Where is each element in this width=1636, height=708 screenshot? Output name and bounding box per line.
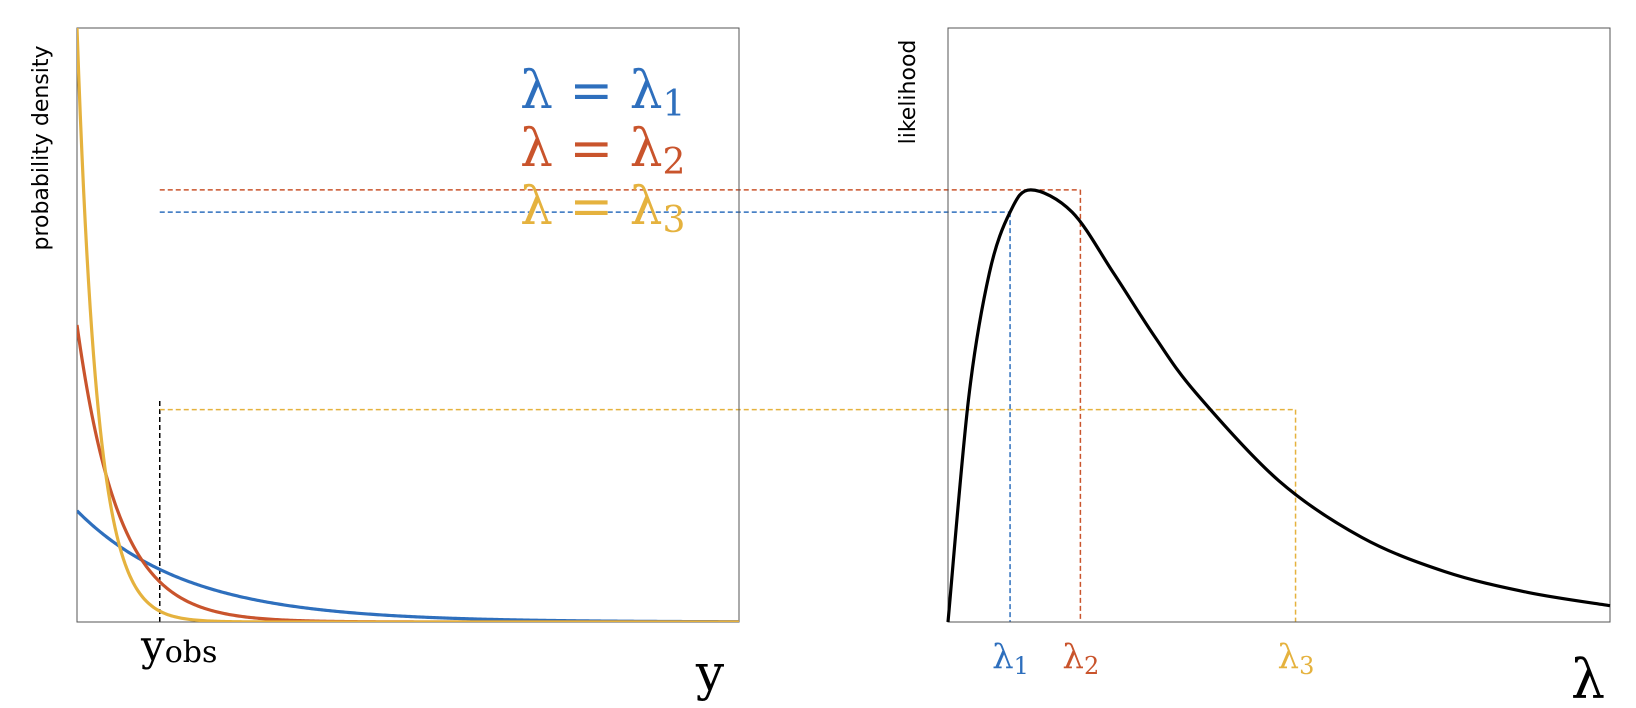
lambda-tick-2: λ2: [1062, 637, 1099, 680]
legend-entry-1: λ = λ1: [520, 61, 685, 125]
guide-lines: [159, 189, 1297, 622]
lambda-tick-labels: λ1 λ2 λ3: [992, 637, 1314, 680]
lambda-tick-1: λ1: [992, 637, 1029, 680]
legend-entry-2: λ = λ2: [520, 119, 685, 183]
density-x-axis-label: y: [695, 644, 725, 702]
y-obs-label: yobs: [140, 621, 217, 670]
legend-entry-3: λ = λ3: [520, 177, 685, 241]
likelihood-x-axis-label: λ: [1571, 648, 1605, 708]
lambda-tick-3: λ3: [1278, 637, 1315, 680]
likelihood-plot-frame: [947, 27, 1611, 623]
density-curve-1: [77, 509, 739, 622]
likelihood-curve-group: [946, 188, 1611, 623]
likelihood-y-axis-label: likelihood: [896, 40, 921, 145]
density-curve-3: [77, 28, 739, 622]
density-curves: [77, 28, 739, 622]
density-panel: probability density y yobs λ = λ1λ = λ2λ…: [29, 27, 740, 702]
legend: λ = λ1λ = λ2λ = λ3: [520, 61, 685, 241]
likelihood-panel: likelihood λ λ1 λ2 λ3: [896, 27, 1611, 708]
likelihood-curve: [946, 188, 1611, 623]
density-y-axis-label: probability density: [29, 45, 54, 250]
